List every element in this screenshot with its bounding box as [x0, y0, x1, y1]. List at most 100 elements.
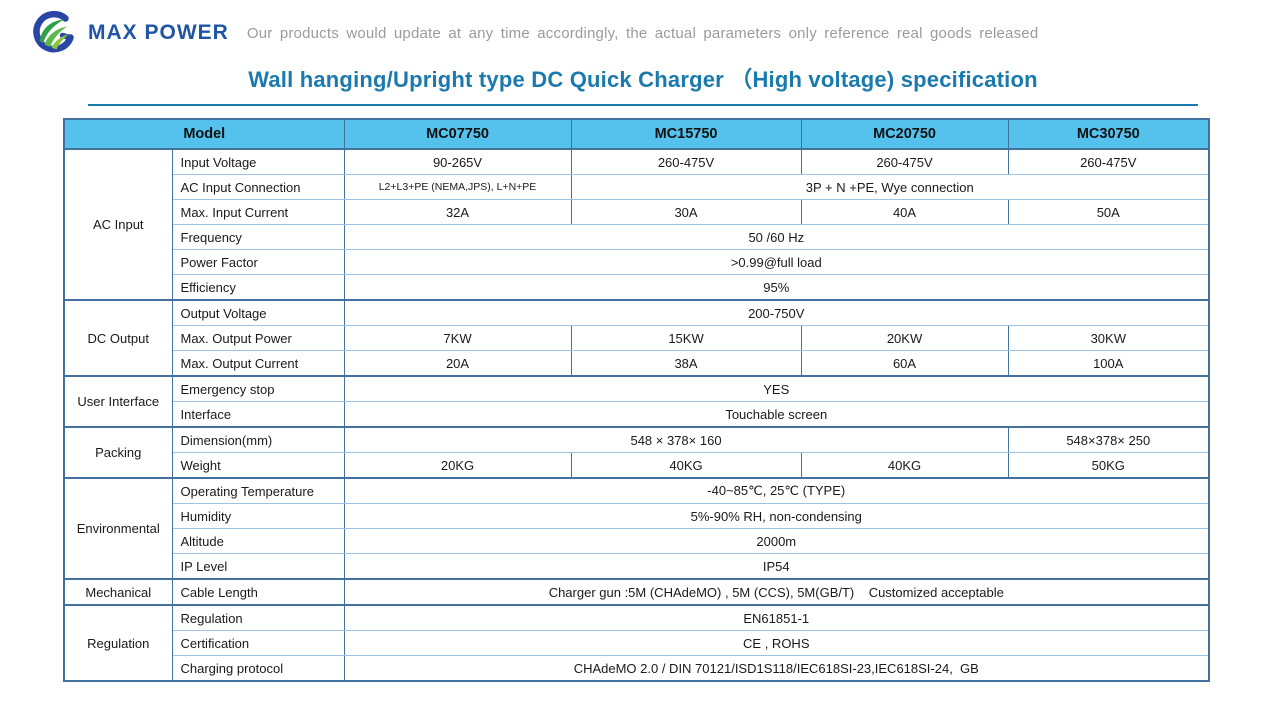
param-label: Max. Output Power: [171, 325, 345, 351]
value-cell: 200-750V: [343, 299, 1210, 326]
header-mc15750: MC15750: [570, 118, 802, 150]
param-label: Frequency: [171, 224, 345, 250]
value-cell: 30KW: [1007, 325, 1210, 351]
value-cell: Charger gun :5M (CHAdeMO) , 5M (CCS), 5M…: [343, 578, 1210, 606]
value-cell: CE , ROHS: [343, 630, 1210, 656]
row-ac-input-connection: AC Input Connection L2+L3+PE (NEMA,JPS),…: [64, 174, 1210, 200]
value-cell: 32A: [343, 199, 572, 225]
row-humidity: Humidity 5%-90% RH, non-condensing: [64, 503, 1210, 529]
param-label: Altitude: [171, 528, 345, 554]
row-charging-protocol: Charging protocol CHAdeMO 2.0 / DIN 7012…: [64, 655, 1210, 682]
row-input-voltage: AC Input Input Voltage 90-265V 260-475V …: [63, 148, 1210, 301]
page-title: Wall hanging/Upright type DC Quick Charg…: [248, 67, 1038, 92]
value-cell: 7KW: [343, 325, 572, 351]
value-cell: 3P + N +PE, Wye connection: [570, 174, 1210, 200]
row-efficiency: Efficiency 95%: [64, 274, 1210, 301]
header-mc07750: MC07750: [343, 118, 572, 150]
row-weight: Weight 20KG 40KG 40KG 50KG: [64, 452, 1210, 479]
value-cell: 60A: [800, 350, 1009, 377]
param-label: Humidity: [171, 503, 345, 529]
value-cell: 260-475V: [800, 148, 1009, 175]
title-underline: Wall hanging/Upright type DC Quick Charg…: [88, 62, 1198, 106]
category-regulation: Regulation: [63, 604, 173, 682]
value-cell: 50 /60 Hz: [343, 224, 1210, 250]
param-label: Max. Output Current: [171, 350, 345, 377]
value-cell: 40KG: [570, 452, 802, 479]
category-ac-input: AC Input: [63, 148, 173, 301]
row-emergency-stop: User Interface Emergency stop YES: [63, 375, 1210, 428]
spec-table: Model MC07750 MC15750 MC20750 MC30750 AC…: [63, 118, 1211, 682]
row-ip-level: IP Level IP54: [64, 553, 1210, 580]
row-interface: Interface Touchable screen: [64, 401, 1210, 428]
value-cell: CHAdeMO 2.0 / DIN 70121/ISD1S118/IEC618S…: [343, 655, 1210, 682]
param-label: Weight: [171, 452, 345, 479]
value-cell: 100A: [1007, 350, 1210, 377]
row-max-input-current: Max. Input Current 32A 30A 40A 50A: [64, 199, 1210, 225]
value-cell: 548×378× 250: [1007, 426, 1210, 453]
disclaimer-text: Our products would update at any time ac…: [246, 24, 1039, 42]
param-label: Efficiency: [171, 274, 345, 301]
value-cell: Touchable screen: [343, 401, 1210, 428]
value-cell: 5%-90% RH, non-condensing: [343, 503, 1210, 529]
param-label: IP Level: [171, 553, 345, 580]
value-cell: 95%: [343, 274, 1210, 301]
param-label: Emergency stop: [171, 375, 345, 402]
value-cell: 38A: [570, 350, 802, 377]
value-cell: 30A: [570, 199, 802, 225]
value-cell: IP54: [343, 553, 1210, 580]
category-user-interface: User Interface: [63, 375, 173, 428]
param-label: Cable Length: [171, 578, 345, 606]
value-cell: -40~85℃, 25℃ (TYPE): [343, 477, 1210, 504]
category-mechanical: Mechanical: [63, 578, 173, 606]
value-cell: 548 × 378× 160: [343, 426, 1009, 453]
param-label: Operating Temperature: [171, 477, 345, 504]
param-label: AC Input Connection: [171, 174, 345, 200]
row-output-voltage: DC Output Output Voltage 200-750V: [63, 299, 1210, 377]
top-header: MAX POWER Our products would update at a…: [28, 8, 1260, 58]
brand-logo-icon: [33, 10, 74, 53]
value-cell: 40KG: [800, 452, 1009, 479]
category-environmental: Environmental: [63, 477, 173, 580]
row-operating-temperature: Environmental Operating Temperature -40~…: [63, 477, 1210, 580]
param-label: Dimension(mm): [171, 426, 345, 453]
param-label: Charging protocol: [171, 655, 345, 682]
brand-name: MAX POWER: [88, 21, 229, 44]
value-cell: 2000m: [343, 528, 1210, 554]
value-cell: 20KG: [343, 452, 572, 479]
param-label: Regulation: [171, 604, 345, 631]
row-power-factor: Power Factor >0.99@full load: [64, 249, 1210, 275]
value-cell: >0.99@full load: [343, 249, 1210, 275]
value-cell: 40A: [800, 199, 1009, 225]
param-label: Max. Input Current: [171, 199, 345, 225]
row-dimension: Packing Dimension(mm) 548 × 378× 160 548…: [63, 426, 1210, 479]
row-altitude: Altitude 2000m: [64, 528, 1210, 554]
param-label: Output Voltage: [171, 299, 345, 326]
category-dc-output: DC Output: [63, 299, 173, 377]
value-cell: 20A: [343, 350, 572, 377]
value-cell: YES: [343, 375, 1210, 402]
table-header-row: Model MC07750 MC15750 MC20750 MC30750: [63, 118, 1210, 150]
category-packing: Packing: [63, 426, 173, 479]
value-cell: 15KW: [570, 325, 802, 351]
header-model: Model: [63, 118, 345, 150]
value-cell: 20KW: [800, 325, 1009, 351]
row-max-output-power: Max. Output Power 7KW 15KW 20KW 30KW: [64, 325, 1210, 351]
row-regulation: Regulation Regulation EN61851-1: [63, 604, 1210, 682]
value-cell: 50KG: [1007, 452, 1210, 479]
row-certification: Certification CE , ROHS: [64, 630, 1210, 656]
value-cell: L2+L3+PE (NEMA,JPS), L+N+PE: [343, 174, 572, 200]
param-label: Input Voltage: [171, 148, 345, 175]
param-label: Interface: [171, 401, 345, 428]
header-mc30750: MC30750: [1007, 118, 1210, 150]
row-max-output-current: Max. Output Current 20A 38A 60A 100A: [64, 350, 1210, 377]
row-frequency: Frequency 50 /60 Hz: [64, 224, 1210, 250]
value-cell: 90-265V: [343, 148, 572, 175]
value-cell: 50A: [1007, 199, 1210, 225]
value-cell: EN61851-1: [343, 604, 1210, 631]
value-cell: 260-475V: [1007, 148, 1210, 175]
param-label: Power Factor: [171, 249, 345, 275]
header-mc20750: MC20750: [800, 118, 1009, 150]
param-label: Certification: [171, 630, 345, 656]
row-cable-length: Mechanical Cable Length Charger gun :5M …: [63, 578, 1210, 606]
value-cell: 260-475V: [570, 148, 802, 175]
